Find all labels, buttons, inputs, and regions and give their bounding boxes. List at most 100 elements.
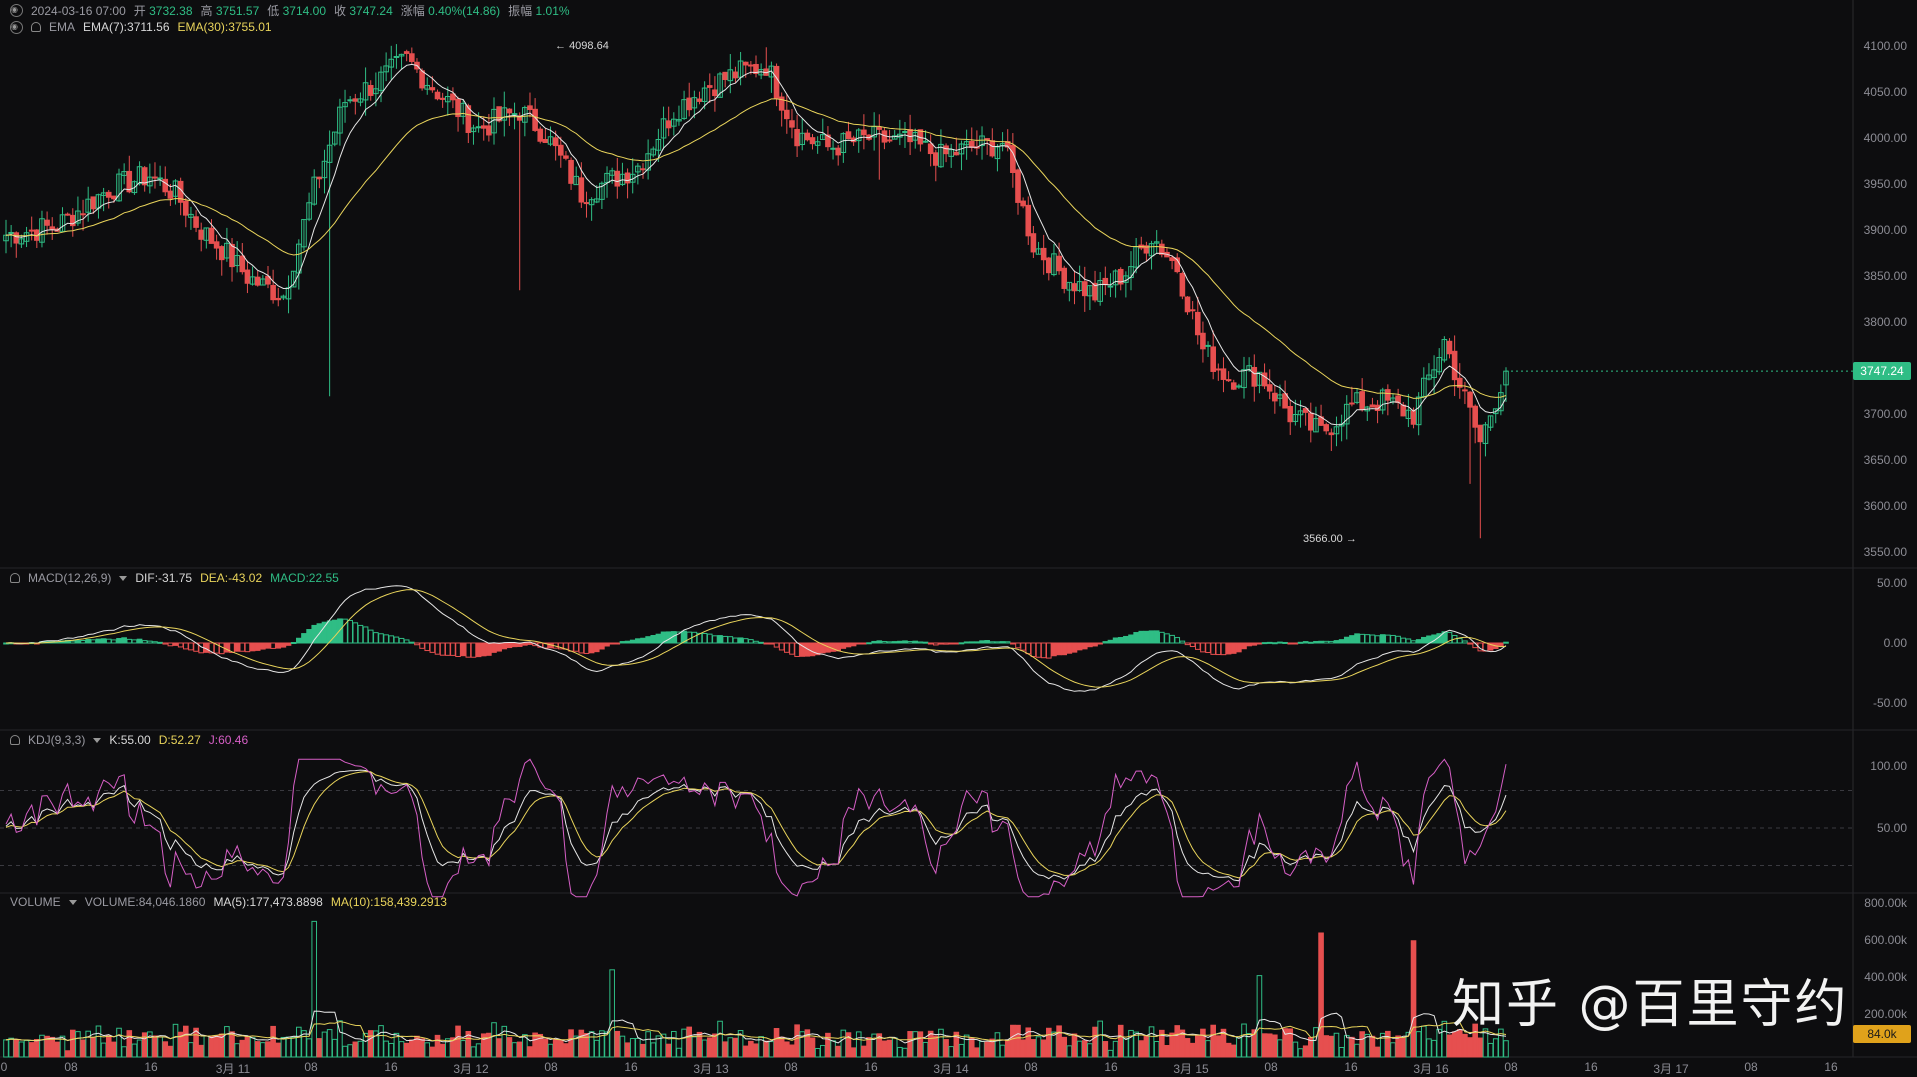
macd-bar [270,642,276,649]
macd-bar [162,642,169,645]
kdj-name[interactable]: KDJ(9,3,3) [28,733,86,747]
volume-bar [18,1041,25,1058]
candle-body [69,214,76,227]
macd-bar [804,642,811,657]
time-axis-label: 16 [1344,1060,1358,1074]
volume-axis-label: 200.00k [1864,1007,1907,1021]
volume-bar [188,1042,194,1058]
bell-icon[interactable] [10,573,20,583]
volume-bar [1302,1045,1309,1058]
volume-bar [265,1041,271,1058]
candle-body [1020,200,1026,207]
macd-bar [1025,642,1032,655]
eye-icon[interactable]: ◉ [10,4,23,17]
macd-bar [1395,635,1401,644]
candle-body [1261,372,1268,387]
macd-bar [1051,642,1057,657]
chevron-down-icon[interactable] [119,575,128,581]
volume-bar [1241,1023,1247,1058]
macd-bar [131,639,138,644]
candle-body [1492,408,1499,415]
macd-name[interactable]: MACD(12,26,9) [28,571,112,585]
candle-body [403,51,410,54]
time-axis-label: 16 [864,1060,878,1074]
macd-bar [1272,642,1278,645]
volume-bar [167,1045,174,1058]
volume-bar [1056,1025,1062,1058]
macd-bar [1307,641,1314,644]
macd-bar [902,640,908,644]
macd-bar [1354,633,1360,644]
candle-body [1405,409,1412,419]
volume-bar [979,1040,985,1058]
volume-bar [604,1031,610,1058]
chevron-down-icon[interactable] [68,899,77,905]
candle-body [784,109,790,120]
volume-bar [681,1028,687,1058]
volume-legend: VOLUME VOLUME:84,046.1860 MA(5):177,473.… [10,895,447,909]
macd-bar [999,641,1006,644]
candle-body [1225,379,1232,382]
macd-bar [1498,642,1504,647]
macd-bar [1349,635,1355,644]
macd-bar [1056,642,1062,656]
bell-icon[interactable] [10,735,20,745]
macd-bar [1246,642,1252,647]
candle-body [1302,408,1309,413]
macd-bar [1302,641,1309,644]
volume-name[interactable]: VOLUME [10,895,61,909]
volume-bar [706,1037,713,1058]
candle-body [1189,309,1196,312]
candle-body [1395,395,1401,403]
macd-bar [712,635,718,644]
candle-body [799,132,806,145]
candle-body [398,53,405,57]
volume-bar [496,1038,502,1058]
candle-body [1030,233,1037,253]
candle-body [1451,350,1458,381]
macd-bar [1169,634,1175,644]
macd-bar [285,642,292,646]
j-value: J:60.46 [208,733,249,747]
volume-ma5: MA(5):177,473.8898 [213,895,323,909]
volume-bar [59,1035,66,1058]
volume-bar [676,1047,682,1058]
candle-body [182,200,189,216]
macd-bar [1426,635,1432,644]
time-axis-label: 08 [784,1060,798,1074]
volume-bar [1410,940,1417,1058]
candle-body [958,143,965,155]
macd-bar [85,638,91,644]
candle-body [640,168,646,171]
macd-bar [1261,642,1268,645]
volume-bar [44,1035,50,1058]
candle-body [1498,392,1504,412]
volume-bar [1256,975,1263,1058]
bell-icon[interactable] [31,22,41,32]
macd-bar [1456,638,1463,644]
candle-body [1415,396,1422,426]
candle-body [922,140,929,143]
macd-bar [968,641,975,644]
ema-name[interactable]: EMA [49,20,76,34]
macd-bar [213,642,220,654]
candle-body [557,144,564,156]
macd-bar [927,642,934,645]
macd-bar [321,621,328,644]
volume-bar [1210,1024,1216,1058]
macd-bar [136,638,143,644]
volume-bar [583,1033,590,1058]
macd-bar [506,642,513,649]
macd-bar [1189,642,1196,648]
candle-body [275,297,282,301]
volume-bar [794,1024,800,1058]
volume-bar [804,1029,811,1058]
macd-bar [881,641,888,644]
macd-bar [1338,639,1345,644]
macd-bar [465,642,472,658]
chevron-down-icon[interactable] [93,737,102,743]
macd-bar [897,640,903,644]
eye-icon[interactable]: ◉ [10,20,23,34]
volume-bar [1174,1025,1181,1058]
